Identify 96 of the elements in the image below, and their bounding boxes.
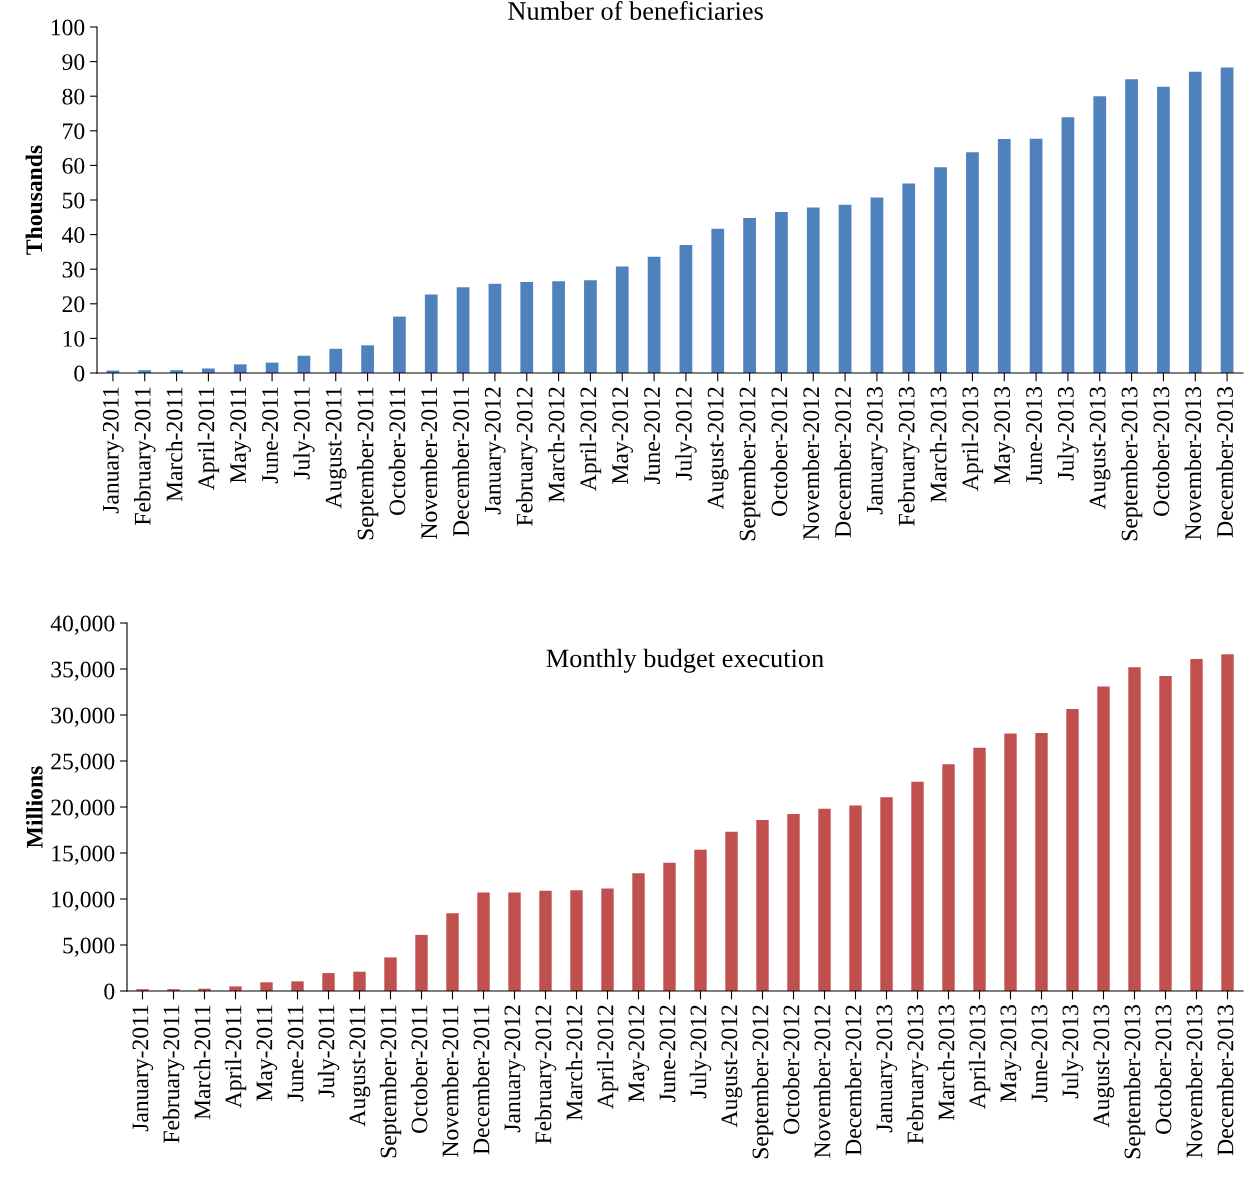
x-tick-label: July-2013 xyxy=(1057,387,1079,481)
x-tick-label: November-2011 xyxy=(441,1005,459,1157)
x-tick-label: January-2012 xyxy=(504,1005,526,1133)
x-tick-label: August-2011 xyxy=(349,1005,371,1127)
chart-title: Number of beneficiaries xyxy=(508,1,763,20)
x-tick-label: December-2011 xyxy=(472,1005,490,1155)
x-tick-label: February-2012 xyxy=(516,387,538,526)
y-axis-title: Thousands xyxy=(25,145,43,255)
x-tick-label: January-2013 xyxy=(866,387,888,515)
x-tick-label: September-2013 xyxy=(1120,387,1143,541)
y-tick-label: 5,000 xyxy=(63,937,115,957)
x-tick-label: November-2013 xyxy=(1184,387,1202,540)
y-tick-label: 80 xyxy=(62,88,85,105)
x-tick-label: February-2011 xyxy=(162,1005,185,1143)
x-tick-label: September-2012 xyxy=(751,1005,774,1159)
x-tick-label: July-2011 xyxy=(317,1005,340,1098)
y-tick-label: 15,000 xyxy=(52,845,115,865)
x-tick-label: February-2013 xyxy=(906,1005,929,1144)
x-tick-label: June-2012 xyxy=(644,387,660,485)
x-tick-label: July-2012 xyxy=(689,1005,712,1099)
x-tick-label: December-2013 xyxy=(1216,387,1233,538)
x-tick-label: July-2012 xyxy=(675,387,697,481)
x-tick-label: October-2013 xyxy=(1152,387,1170,516)
y-tick-label: 90 xyxy=(62,54,85,71)
x-tick-label: April-2012 xyxy=(579,387,602,491)
y-tick-label: 30,000 xyxy=(51,707,115,727)
x-tick-label: November-2013 xyxy=(1185,1005,1203,1158)
x-tick-label: March-2012 xyxy=(565,1005,583,1121)
x-tick-label: March-2012 xyxy=(547,387,565,503)
x-tick-label: December-2013 xyxy=(1216,1005,1234,1156)
x-tick-label: August-2013 xyxy=(1089,387,1111,510)
x-tick-label: October-2011 xyxy=(388,387,406,515)
x-tick-label: April-2013 xyxy=(961,387,984,491)
y-tick-label: 10 xyxy=(63,330,85,347)
x-tick-label: January-2013 xyxy=(876,1005,898,1133)
x-tick-label: November-2012 xyxy=(802,387,820,540)
x-tick-label: December-2012 xyxy=(844,1005,862,1156)
x-tick-label: May-2012 xyxy=(628,1005,650,1102)
x-tick-label: April-2012 xyxy=(596,1005,619,1109)
x-tick-label: August-2013 xyxy=(1093,1005,1115,1128)
x-tick-label: July-2011 xyxy=(293,387,315,480)
y-tick-label: 25,000 xyxy=(51,753,115,773)
x-tick-label: November-2011 xyxy=(420,387,438,539)
y-tick-label: 40 xyxy=(62,227,85,244)
x-tick-label: October-2013 xyxy=(1154,1005,1172,1134)
x-tick-label: January-2011 xyxy=(102,387,124,514)
x-tick-label: May-2013 xyxy=(994,387,1015,484)
y-tick-label: 40,000 xyxy=(50,615,115,635)
x-tick-label: September-2011 xyxy=(356,387,379,540)
x-tick-label: September-2013 xyxy=(1123,1005,1146,1159)
x-tick-label: February-2013 xyxy=(898,387,920,526)
x-tick-label: June-2012 xyxy=(659,1005,676,1103)
y-tick-label: 20,000 xyxy=(51,799,115,819)
x-tick-label: August-2011 xyxy=(325,387,347,509)
x-tick-label: March-2013 xyxy=(929,387,947,503)
y-tick-label: 50 xyxy=(62,192,85,209)
y-tick-label: 35,000 xyxy=(51,661,115,681)
y-tick-label: 0 xyxy=(74,365,85,382)
x-tick-label: March-2011 xyxy=(165,387,183,502)
x-tick-label: July-2013 xyxy=(1061,1005,1084,1099)
y-tick-label: 0 xyxy=(104,983,115,1000)
x-tick-label: January-2011 xyxy=(132,1005,154,1132)
x-tick-label: December-2011 xyxy=(452,387,469,537)
x-tick-label: October-2012 xyxy=(782,1005,800,1134)
x-tick-label: February-2012 xyxy=(534,1005,557,1144)
y-tick-label: 60 xyxy=(62,157,85,174)
y-tick-label: 10,000 xyxy=(52,891,115,911)
x-tick-label: April-2011 xyxy=(197,387,220,490)
y-axis-title: Millions xyxy=(26,766,43,848)
x-tick-label: November-2012 xyxy=(813,1005,831,1158)
x-tick-label: October-2012 xyxy=(770,387,788,516)
text: Monthly budget execution xyxy=(546,648,824,673)
x-tick-label: August-2012 xyxy=(721,1005,743,1128)
x-tick-label: March-2011 xyxy=(193,1005,211,1120)
x-tick-label: March-2013 xyxy=(937,1005,955,1121)
x-tick-label: September-2012 xyxy=(738,387,761,541)
x-tick-label: June-2013 xyxy=(1031,1005,1048,1103)
x-tick-label: December-2012 xyxy=(834,387,851,538)
x-tick-label: May-2011 xyxy=(256,1005,278,1101)
x-tick-label: May-2011 xyxy=(230,387,251,483)
x-tick-label: May-2012 xyxy=(612,387,633,484)
x-tick-label: August-2012 xyxy=(707,387,729,510)
x-tick-label: June-2011 xyxy=(262,387,278,484)
x-tick-label: June-2013 xyxy=(1026,387,1042,485)
x-tick-label: June-2011 xyxy=(287,1005,304,1102)
x-tick-label: May-2013 xyxy=(1000,1005,1022,1102)
y-tick-label: 100 xyxy=(51,19,85,36)
y-tick-label: 70 xyxy=(63,123,85,140)
x-tick-label: September-2011 xyxy=(379,1005,402,1158)
x-tick-label: October-2011 xyxy=(410,1005,428,1133)
x-tick-label: January-2012 xyxy=(484,387,506,515)
x-tick-label: February-2011 xyxy=(134,387,156,525)
y-tick-label: 20 xyxy=(62,296,85,313)
x-tick-label: April-2013 xyxy=(968,1005,991,1109)
x-tick-label: April-2011 xyxy=(224,1005,247,1108)
y-tick-label: 30 xyxy=(62,261,85,278)
